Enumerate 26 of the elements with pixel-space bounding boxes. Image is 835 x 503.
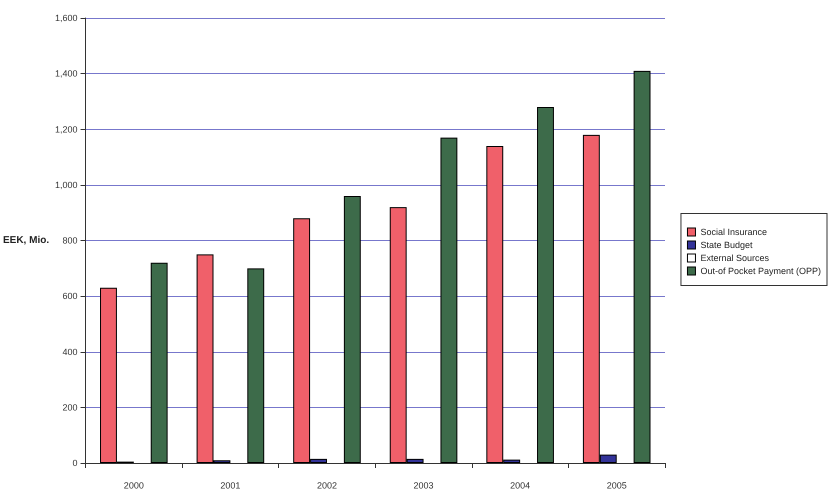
- y-tick-label: 1,600: [55, 13, 78, 23]
- bar: [344, 196, 361, 463]
- y-tick-label: 400: [62, 346, 78, 357]
- y-tick-label: 200: [62, 402, 78, 412]
- y-axis-title: EEK, Mio.: [2, 235, 50, 246]
- bar: [247, 268, 264, 463]
- x-tick-label: 2003: [414, 480, 434, 490]
- y-tick-label: 0: [72, 458, 78, 468]
- y-tick-label: 600: [62, 291, 78, 302]
- x-tick-label: 2005: [606, 480, 627, 490]
- x-tick-label: 2000: [124, 480, 144, 490]
- bar: [634, 70, 651, 463]
- y-tick-label: 1,400: [55, 68, 78, 79]
- bar: [537, 107, 554, 463]
- x-tick-label: 2004: [510, 480, 530, 490]
- x-tick-label: 2002: [316, 480, 337, 490]
- legend-label: Out-of Pocket Payment (OPP): [700, 266, 822, 276]
- legend-label: External Sources: [700, 253, 770, 263]
- y-tick-label: 800: [62, 236, 78, 246]
- x-tick-label: 2001: [220, 480, 240, 490]
- bar: [440, 138, 458, 463]
- bar: [150, 262, 168, 463]
- legend-label: Social Insurance: [700, 227, 768, 237]
- legend-label: State Budget: [700, 240, 753, 250]
- y-tick-label: 1,000: [55, 180, 78, 190]
- y-tick-label: 1,200: [55, 124, 78, 134]
